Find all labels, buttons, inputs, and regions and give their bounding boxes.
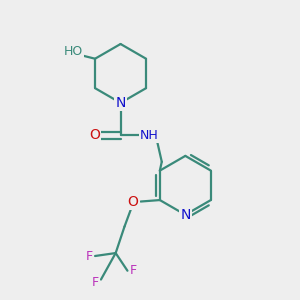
Text: O: O — [89, 128, 100, 142]
Text: NH: NH — [140, 129, 158, 142]
Text: F: F — [85, 250, 93, 262]
Text: HO: HO — [63, 45, 82, 58]
Text: F: F — [130, 264, 137, 277]
Text: N: N — [180, 208, 190, 222]
Text: N: N — [116, 96, 126, 110]
Text: O: O — [128, 194, 139, 208]
Text: F: F — [92, 276, 99, 289]
